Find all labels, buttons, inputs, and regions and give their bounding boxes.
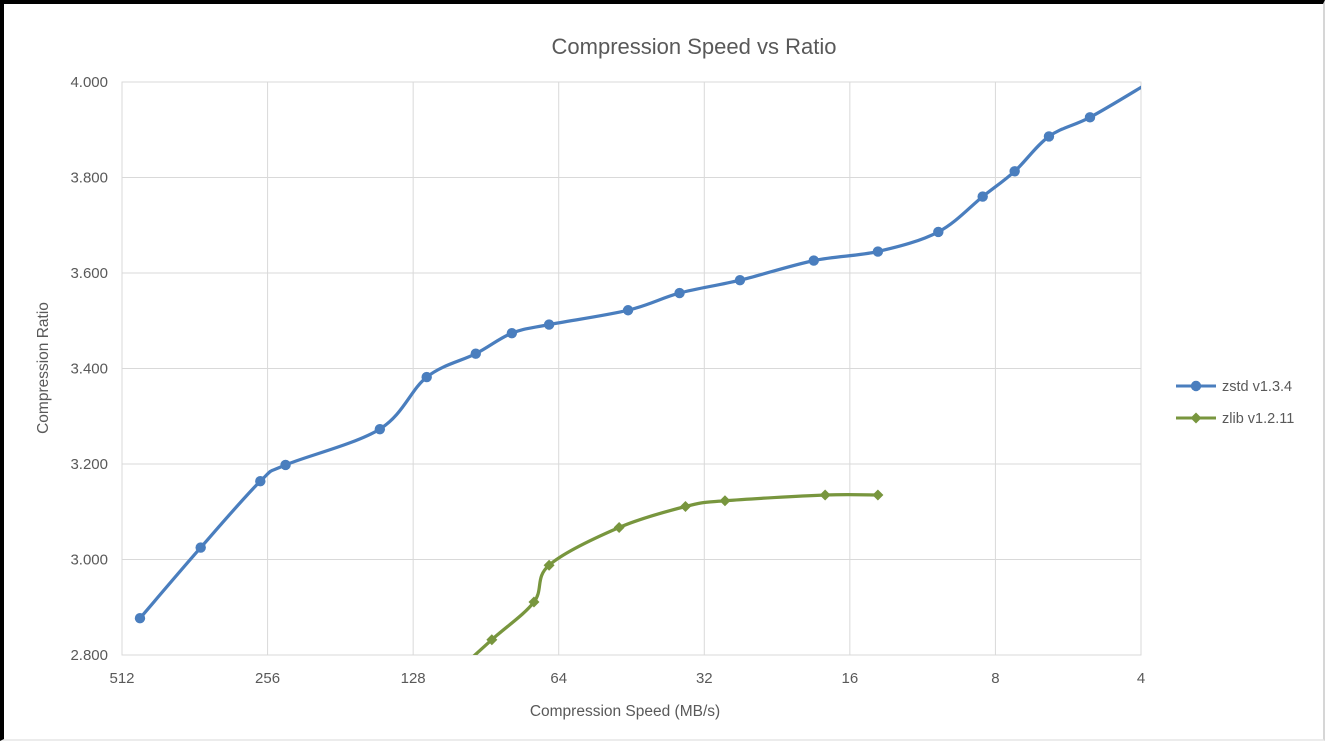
y-tick-label: 3.600 — [70, 265, 108, 282]
series-line-zstd-v1-3-4 — [138, 85, 1141, 620]
y-tick-label: 3.000 — [70, 552, 108, 569]
data-point-marker-zstd-v1-3-4 — [255, 475, 266, 487]
x-axis-tick-labels: 512 256 128 64 32 16 8 4 — [109, 670, 1145, 687]
data-point-marker-zstd-v1-3-4 — [506, 327, 518, 339]
x-tick-label: 32 — [696, 670, 713, 687]
data-point-marker-zstd-v1-3-4 — [195, 542, 206, 553]
data-point-marker-zlib-v1-2-11 — [819, 489, 831, 501]
data-point-marker-zstd-v1-3-4 — [674, 287, 685, 299]
x-tick-label: 512 — [109, 670, 134, 687]
y-axis-title: Compression Ratio — [35, 302, 52, 434]
series-zlib-v1-2-11 — [472, 489, 884, 655]
legend-label-zlib-v1-2-11: zlib v1.2.11 — [1222, 411, 1294, 427]
data-point-marker-zstd-v1-3-4 — [470, 348, 481, 359]
data-point-marker-zstd-v1-3-4 — [933, 226, 944, 238]
data-point-marker-zstd-v1-3-4 — [543, 319, 555, 330]
data-point-marker-zstd-v1-3-4 — [734, 274, 746, 286]
data-point-marker-zstd-v1-3-4 — [808, 255, 819, 266]
data-point-marker-zstd-v1-3-4 — [1043, 131, 1055, 142]
data-point-marker-zstd-v1-3-4 — [1009, 166, 1020, 177]
data-point-marker-zlib-v1-2-11 — [486, 634, 498, 646]
legend-label-zstd-v1-3-4: zstd v1.3.4 — [1222, 379, 1292, 395]
series-line-zlib-v1-2-11 — [472, 492, 880, 655]
data-point-marker-zstd-v1-3-4 — [421, 371, 432, 383]
data-point-marker-zstd-v1-3-4 — [977, 191, 988, 202]
data-point-marker-zstd-v1-3-4 — [374, 423, 386, 435]
x-tick-label: 4 — [1137, 670, 1145, 687]
plot-border — [121, 81, 1142, 656]
x-axis-title: Compression Speed (MB/s) — [530, 703, 720, 720]
x-tick-label: 16 — [842, 670, 859, 687]
data-point-marker-zlib-v1-2-11 — [543, 559, 555, 571]
legend: zstd v1.3.4 zlib v1.2.11 — [1176, 379, 1294, 427]
data-point-marker-zlib-v1-2-11 — [528, 596, 540, 608]
gridlines — [121, 81, 1142, 656]
x-tick-label: 8 — [991, 670, 999, 687]
data-point-marker-zlib-v1-2-11 — [613, 522, 625, 534]
series-zstd-v1-3-4 — [134, 85, 1141, 624]
compression-chart: Compression Speed vs Ratio 512 256 128 64 32… — [35, 34, 1294, 720]
data-point-marker-zlib-v1-2-11 — [872, 489, 884, 501]
data-point-marker-zstd-v1-3-4 — [134, 613, 146, 624]
data-point-marker-zstd-v1-3-4 — [280, 459, 291, 471]
y-tick-label: 3.400 — [70, 361, 108, 378]
legend-item-zstd-v1-3-4: zstd v1.3.4 — [1176, 379, 1292, 395]
data-point-marker-zstd-v1-3-4 — [622, 305, 634, 316]
x-tick-label: 64 — [550, 670, 567, 687]
x-tick-label: 128 — [401, 670, 426, 687]
y-axis-tick-labels: 2.800 3.000 3.200 3.400 3.600 3.800 4.000 — [70, 74, 108, 664]
y-tick-label: 4.000 — [70, 74, 108, 91]
y-tick-label: 2.800 — [70, 647, 108, 664]
y-tick-label: 3.800 — [70, 170, 108, 187]
series-group — [134, 85, 1141, 655]
legend-marker-diamond-icon — [1190, 412, 1202, 424]
data-point-marker-zstd-v1-3-4 — [1084, 112, 1096, 123]
data-point-marker-zlib-v1-2-11 — [679, 500, 691, 512]
data-point-marker-zlib-v1-2-11 — [719, 495, 731, 507]
legend-marker-circle-icon — [1190, 380, 1202, 392]
legend-item-zlib-v1-2-11: zlib v1.2.11 — [1176, 411, 1294, 427]
chart-title: Compression Speed vs Ratio — [552, 34, 837, 59]
y-tick-label: 3.200 — [70, 456, 108, 473]
data-point-marker-zstd-v1-3-4 — [872, 246, 884, 257]
x-tick-label: 256 — [255, 670, 280, 687]
